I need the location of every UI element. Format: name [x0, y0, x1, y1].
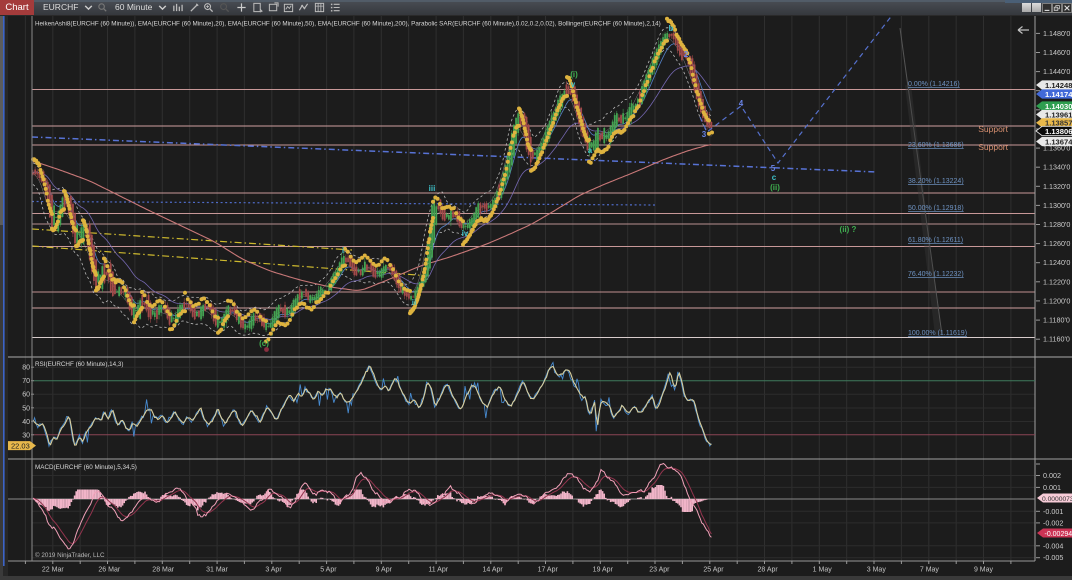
svg-text:0.002: 0.002 — [1043, 471, 1061, 480]
svg-text:14 Apr: 14 Apr — [482, 567, 503, 574]
svg-text:9 Apr: 9 Apr — [376, 567, 393, 574]
svg-text:1.14248: 1.14248 — [1045, 81, 1072, 90]
svg-text:v: v — [571, 80, 576, 89]
svg-text:1.1240'0: 1.1240'0 — [1043, 258, 1070, 267]
svg-text:0.0000073: 0.0000073 — [1042, 496, 1072, 503]
svg-text:3: 3 — [702, 130, 707, 139]
svg-text:38.20% (1.13224): 38.20% (1.13224) — [908, 178, 964, 185]
svg-text:22.03: 22.03 — [11, 441, 30, 450]
svg-text:70: 70 — [22, 378, 30, 385]
svg-text:(c): (c) — [259, 339, 269, 348]
svg-text:5 Apr: 5 Apr — [320, 567, 337, 574]
svg-text:1.13961: 1.13961 — [1045, 110, 1072, 119]
svg-text:1.1440'0: 1.1440'0 — [1043, 67, 1070, 76]
svg-text:(i): (i) — [570, 70, 578, 79]
svg-text:1.13857: 1.13857 — [1045, 119, 1072, 128]
svg-text:1.13674: 1.13674 — [1045, 137, 1072, 146]
svg-text:40: 40 — [22, 419, 30, 426]
svg-text:17 Apr: 17 Apr — [538, 567, 559, 574]
svg-text:1.1200'0: 1.1200'0 — [1043, 296, 1070, 305]
svg-text:28 Apr: 28 Apr — [757, 567, 778, 574]
svg-text:30: 30 — [22, 432, 30, 439]
svg-text:3 May: 3 May — [867, 567, 887, 574]
svg-text:1.14174: 1.14174 — [1045, 90, 1072, 99]
svg-text:26 Mar: 26 Mar — [98, 567, 120, 574]
svg-text:-0.005: -0.005 — [1043, 553, 1063, 562]
svg-text:23 Apr: 23 Apr — [649, 567, 670, 574]
svg-text:RSI(EURCHF (60 Minute),14,3): RSI(EURCHF (60 Minute),14,3) — [35, 361, 124, 368]
svg-text:-0.00294: -0.00294 — [1045, 531, 1072, 538]
svg-text:MACD(EURCHF (60 Minute),5,34,5: MACD(EURCHF (60 Minute),5,34,5) — [35, 464, 137, 471]
svg-text:23.60% (1.13686): 23.60% (1.13686) — [908, 142, 964, 149]
svg-text:2: 2 — [684, 50, 689, 59]
svg-text:1.1360'0: 1.1360'0 — [1043, 144, 1070, 153]
svg-text:-0.001: -0.001 — [1043, 507, 1063, 516]
svg-text:31 Mar: 31 Mar — [206, 567, 228, 574]
svg-text:80: 80 — [22, 365, 30, 372]
svg-text:© 2019 NinjaTrader, LLC: © 2019 NinjaTrader, LLC — [35, 551, 105, 559]
svg-text:25 Apr: 25 Apr — [703, 567, 724, 574]
svg-text:19 Apr: 19 Apr — [593, 567, 614, 574]
svg-text:1.1180'0: 1.1180'0 — [1043, 316, 1070, 325]
svg-text:22 Mar: 22 Mar — [42, 567, 64, 574]
svg-text:28 Mar: 28 Mar — [152, 567, 174, 574]
svg-text:ii: ii — [412, 298, 416, 307]
svg-text:61.80% (1.12611): 61.80% (1.12611) — [908, 237, 963, 244]
svg-text:c: c — [772, 173, 777, 182]
svg-text:50.00% (1.12918): 50.00% (1.12918) — [908, 205, 964, 212]
svg-text:(ii) ?: (ii) ? — [840, 225, 857, 234]
svg-text:1.1280'0: 1.1280'0 — [1043, 220, 1070, 229]
svg-text:0.00% (1.14216): 0.00% (1.14216) — [908, 81, 960, 88]
svg-text:HeikenAshi8(EURCHF (60 Minute): HeikenAshi8(EURCHF (60 Minute)), EMA(EUR… — [35, 21, 661, 28]
svg-text:i: i — [342, 246, 344, 255]
svg-text:Support: Support — [978, 124, 1008, 134]
svg-text:b: b — [669, 24, 674, 33]
svg-text:4: 4 — [739, 99, 744, 108]
svg-text:1.1160'0: 1.1160'0 — [1043, 335, 1070, 344]
svg-text:1.1340'0: 1.1340'0 — [1043, 163, 1070, 172]
svg-text:1.13806: 1.13806 — [1045, 127, 1072, 136]
svg-text:-0.004: -0.004 — [1043, 541, 1063, 550]
svg-text:5: 5 — [771, 164, 776, 173]
svg-text:Support: Support — [978, 142, 1008, 152]
svg-text:1.1480'0: 1.1480'0 — [1043, 29, 1070, 38]
svg-text:60: 60 — [22, 392, 30, 399]
svg-text:1.1320'0: 1.1320'0 — [1043, 182, 1070, 191]
svg-text:(ii): (ii) — [770, 183, 780, 192]
svg-text:9 May: 9 May — [974, 567, 994, 574]
svg-text:a: a — [588, 146, 593, 155]
svg-text:11 Apr: 11 Apr — [428, 567, 448, 574]
svg-text:iv: iv — [462, 229, 469, 238]
svg-text:7 May: 7 May — [920, 567, 940, 574]
svg-text:iii: iii — [429, 184, 436, 193]
svg-text:3 Apr: 3 Apr — [265, 567, 282, 574]
svg-text:100.00% (1.11619): 100.00% (1.11619) — [908, 330, 967, 337]
svg-text:0.001: 0.001 — [1043, 483, 1061, 492]
svg-text:1 May: 1 May — [813, 567, 833, 574]
svg-text:1.1220'0: 1.1220'0 — [1043, 277, 1070, 286]
svg-text:50: 50 — [22, 405, 30, 412]
svg-text:1.1260'0: 1.1260'0 — [1043, 239, 1070, 248]
svg-text:76.40% (1.12232): 76.40% (1.12232) — [908, 271, 964, 278]
svg-text:-0.002: -0.002 — [1043, 518, 1063, 527]
svg-text:1.14030: 1.14030 — [1045, 102, 1072, 111]
svg-text:1.1460'0: 1.1460'0 — [1043, 48, 1070, 57]
svg-text:1.1300'0: 1.1300'0 — [1043, 201, 1070, 210]
